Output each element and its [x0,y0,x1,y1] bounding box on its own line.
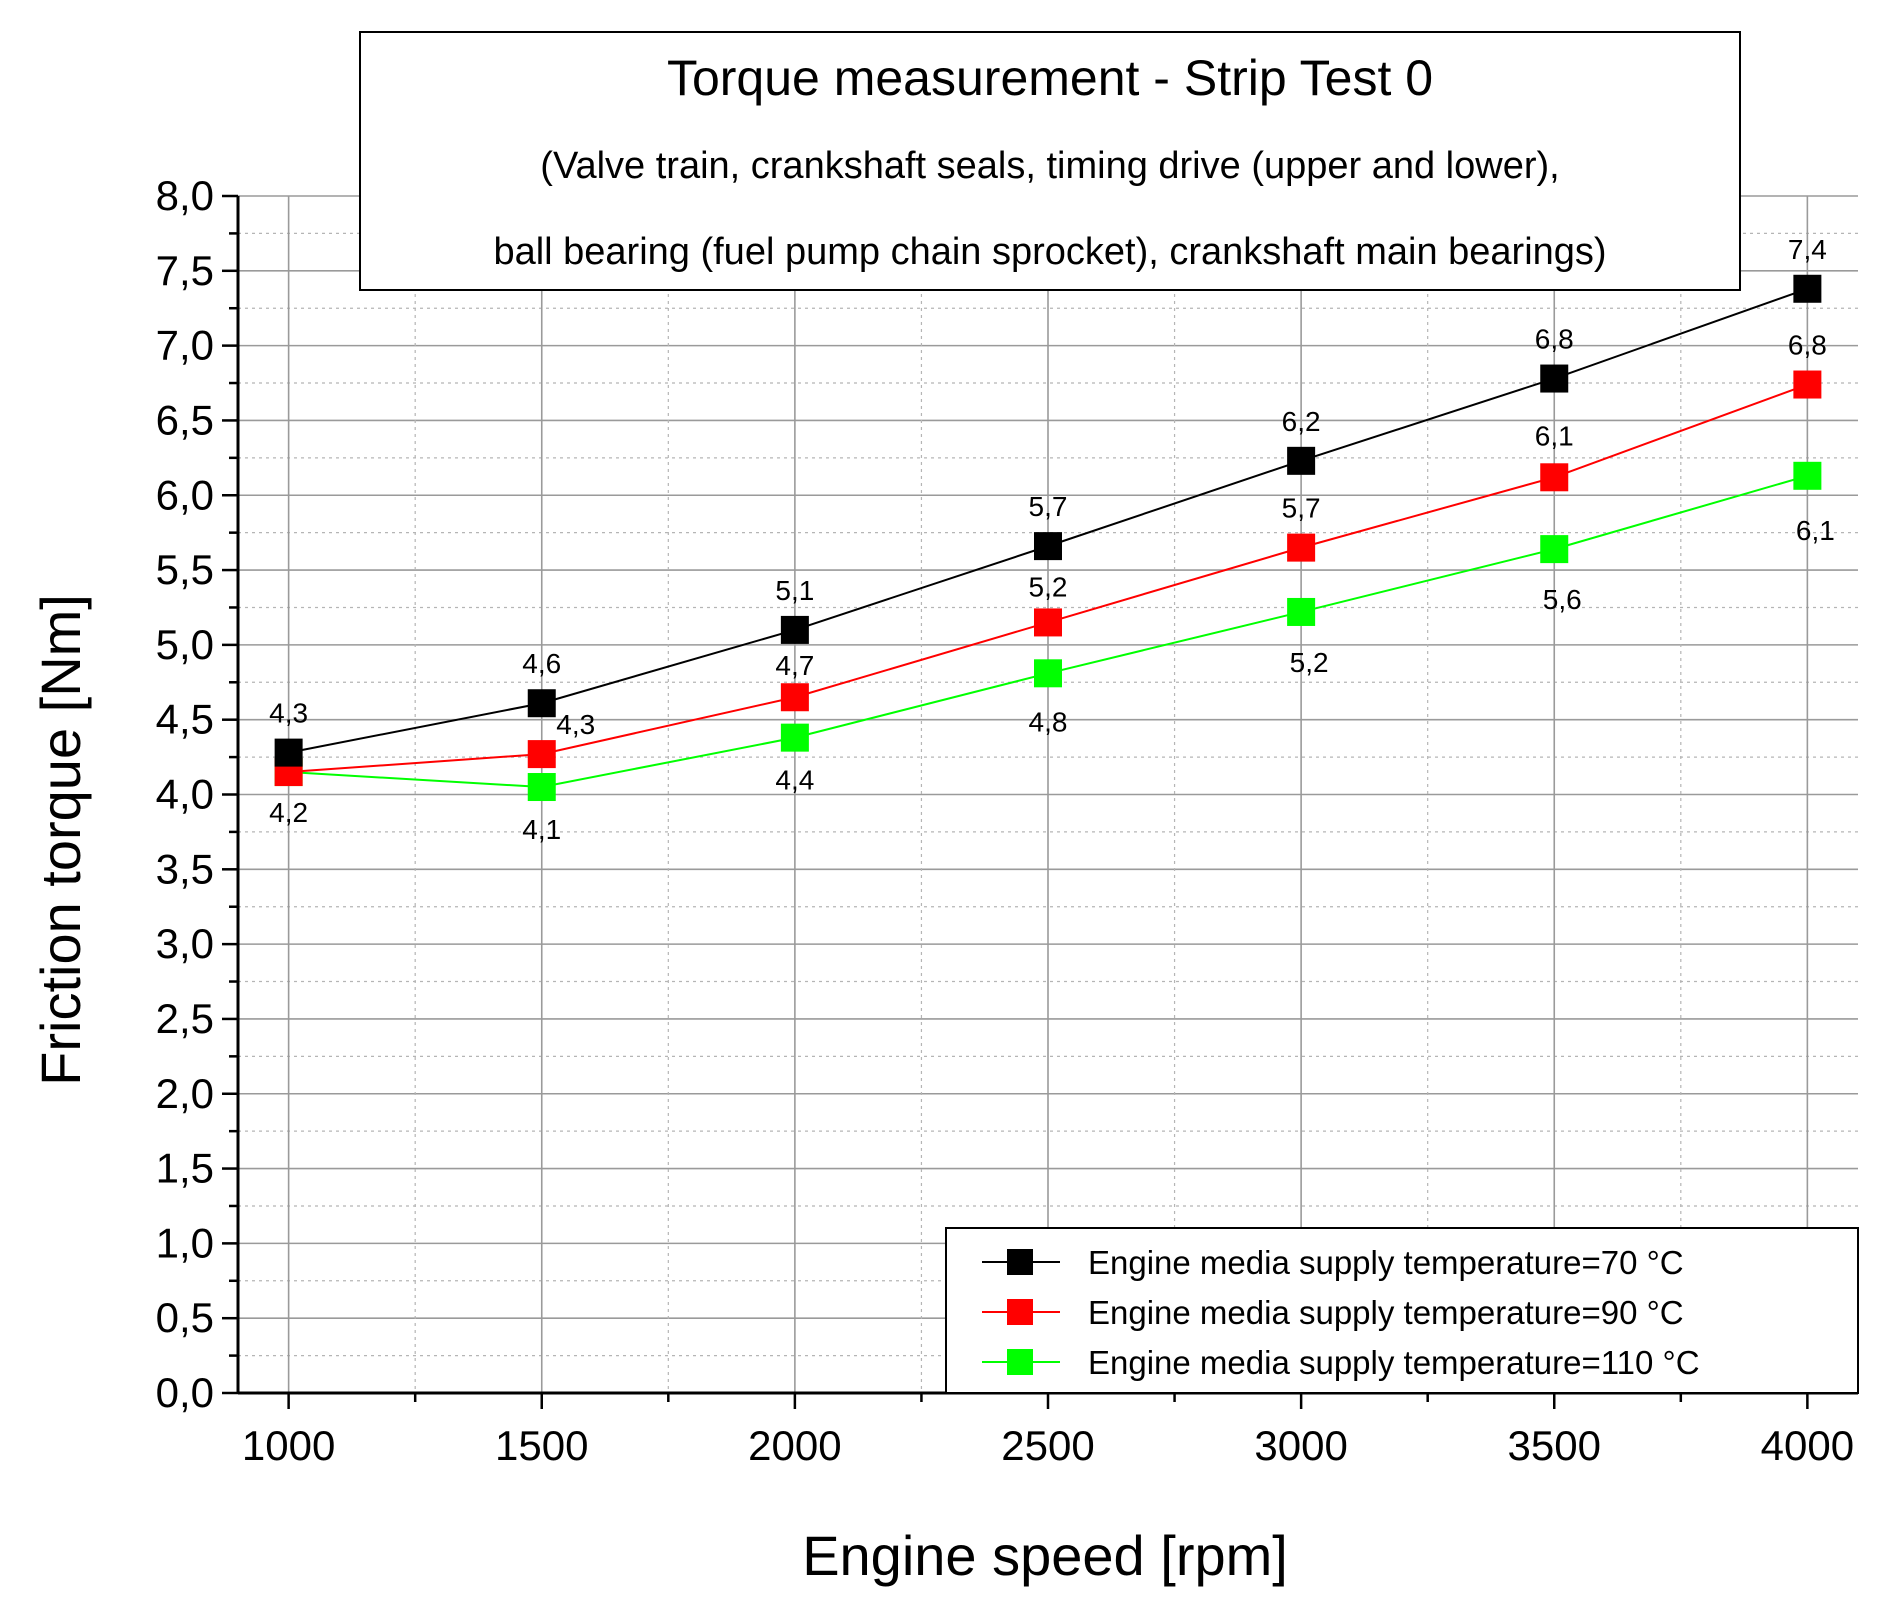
y-tick-label: 6,5 [156,396,214,443]
y-tick-label: 6,0 [156,471,214,518]
data-label: 4,3 [269,698,308,729]
x-tick-label: 4000 [1761,1422,1854,1469]
chart-subtitle-line-2: ball bearing (fuel pump chain sprocket),… [493,231,1606,273]
legend-entry: Engine media supply temperature=110 °C [1088,1344,1700,1381]
data-label: 5,6 [1543,584,1582,615]
x-tick-label: 1500 [495,1422,588,1469]
legend-marker [1007,1349,1033,1375]
legend-frame [945,1227,1859,1394]
data-label: 6,2 [1282,406,1321,437]
y-tick-label: 5,5 [156,546,214,593]
data-label: 4,3 [556,709,595,740]
data-label: 4,6 [522,648,561,679]
series-marker [1540,463,1569,492]
data-label: 5,2 [1029,571,1068,602]
y-tick-label: 8,0 [156,172,214,219]
series-marker [1540,535,1569,564]
y-axis-title: Friction torque [Nm] [29,594,92,1086]
series-marker [527,740,556,769]
data-labels: 4,3 4,6 5,1 5,7 6,2 6,8 7,4 4,2 4,3 4,7 5,2 5,7 6,1 6… [269,234,1835,845]
data-label: 6,1 [1796,515,1835,546]
y-tick-label: 3,0 [156,920,214,967]
y-tick-label: 2,5 [156,995,214,1042]
series-marker [1287,533,1316,562]
data-label: 4,7 [775,650,814,681]
chart-title: Torque measurement - Strip Test 0 [667,50,1433,106]
title-box: Torque measurement - Strip Test 0 (Valve… [359,31,1741,291]
x-tick-label: 1000 [242,1422,335,1469]
data-label: 5,1 [775,575,814,606]
legend-marker [1007,1299,1033,1325]
legend-marker [1007,1249,1033,1275]
y-tick-label: 1,5 [156,1145,214,1192]
data-label: 6,1 [1535,420,1574,451]
series-marker [1034,608,1062,637]
series-marker [527,689,556,718]
data-label: 6,8 [1535,324,1574,355]
title-frame [359,31,1741,291]
series-marker [1793,461,1822,490]
y-tick-label: 7,5 [156,247,214,294]
series-marker [527,773,556,802]
data-label: 7,4 [1788,234,1827,265]
data-label: 4,4 [775,765,814,796]
legend-entry: Engine media supply temperature=90 °C [1088,1294,1684,1331]
y-tick-label: 4,0 [156,771,214,818]
series-marker [780,683,809,712]
y-tick-label: 5,0 [156,621,214,668]
series [274,274,1822,802]
series-marker [780,723,809,752]
x-tick-label: 2000 [748,1422,841,1469]
data-label: 4,8 [1029,706,1068,737]
series-marker [1793,274,1822,303]
data-label: 5,7 [1029,491,1068,522]
y-tick-label: 2,0 [156,1070,214,1117]
legend-entry: Engine media supply temperature=70 °C [1088,1244,1684,1281]
data-label: 5,7 [1282,493,1321,524]
y-tick-label: 0,5 [156,1294,214,1341]
series-marker [274,738,303,767]
data-label: 6,8 [1788,330,1827,361]
data-label: 4,2 [269,797,308,828]
x-tick-label: 3000 [1254,1422,1347,1469]
y-tick-label: 1,0 [156,1219,214,1266]
y-tick-label: 4,5 [156,696,214,743]
series-marker [1287,446,1316,475]
y-tick-label: 3,5 [156,845,214,892]
x-axis-title: Engine speed [rpm] [802,1524,1288,1587]
series-marker [1287,597,1316,626]
x-tick-label: 3500 [1508,1422,1601,1469]
chart-subtitle-line-1: (Valve train, crankshaft seals, timing d… [540,145,1559,187]
grid [238,195,1858,1393]
series-marker [1034,659,1062,688]
series-marker [1034,532,1062,561]
data-label: 4,1 [522,814,561,845]
series-marker [1540,364,1569,393]
series-marker [1793,370,1822,399]
y-tick-label: 0,0 [156,1369,214,1416]
y-tick-label: 7,0 [156,322,214,369]
x-tick-label: 2500 [1001,1422,1094,1469]
data-label: 5,2 [1290,647,1329,678]
series-marker [780,615,809,644]
legend: Engine media supply temperature=70 °C Eng… [945,1227,1859,1394]
